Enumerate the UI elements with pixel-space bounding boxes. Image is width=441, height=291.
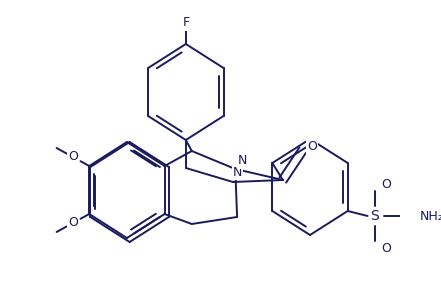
Text: N: N (233, 166, 242, 178)
Text: O: O (307, 139, 317, 152)
Text: N: N (238, 155, 247, 168)
Text: O: O (381, 242, 391, 255)
Text: O: O (381, 178, 391, 191)
Text: NH₂: NH₂ (420, 210, 441, 223)
Text: O: O (307, 139, 317, 152)
Text: O: O (68, 217, 78, 230)
Text: S: S (370, 209, 379, 223)
Text: O: O (68, 150, 78, 164)
Text: F: F (182, 17, 189, 29)
